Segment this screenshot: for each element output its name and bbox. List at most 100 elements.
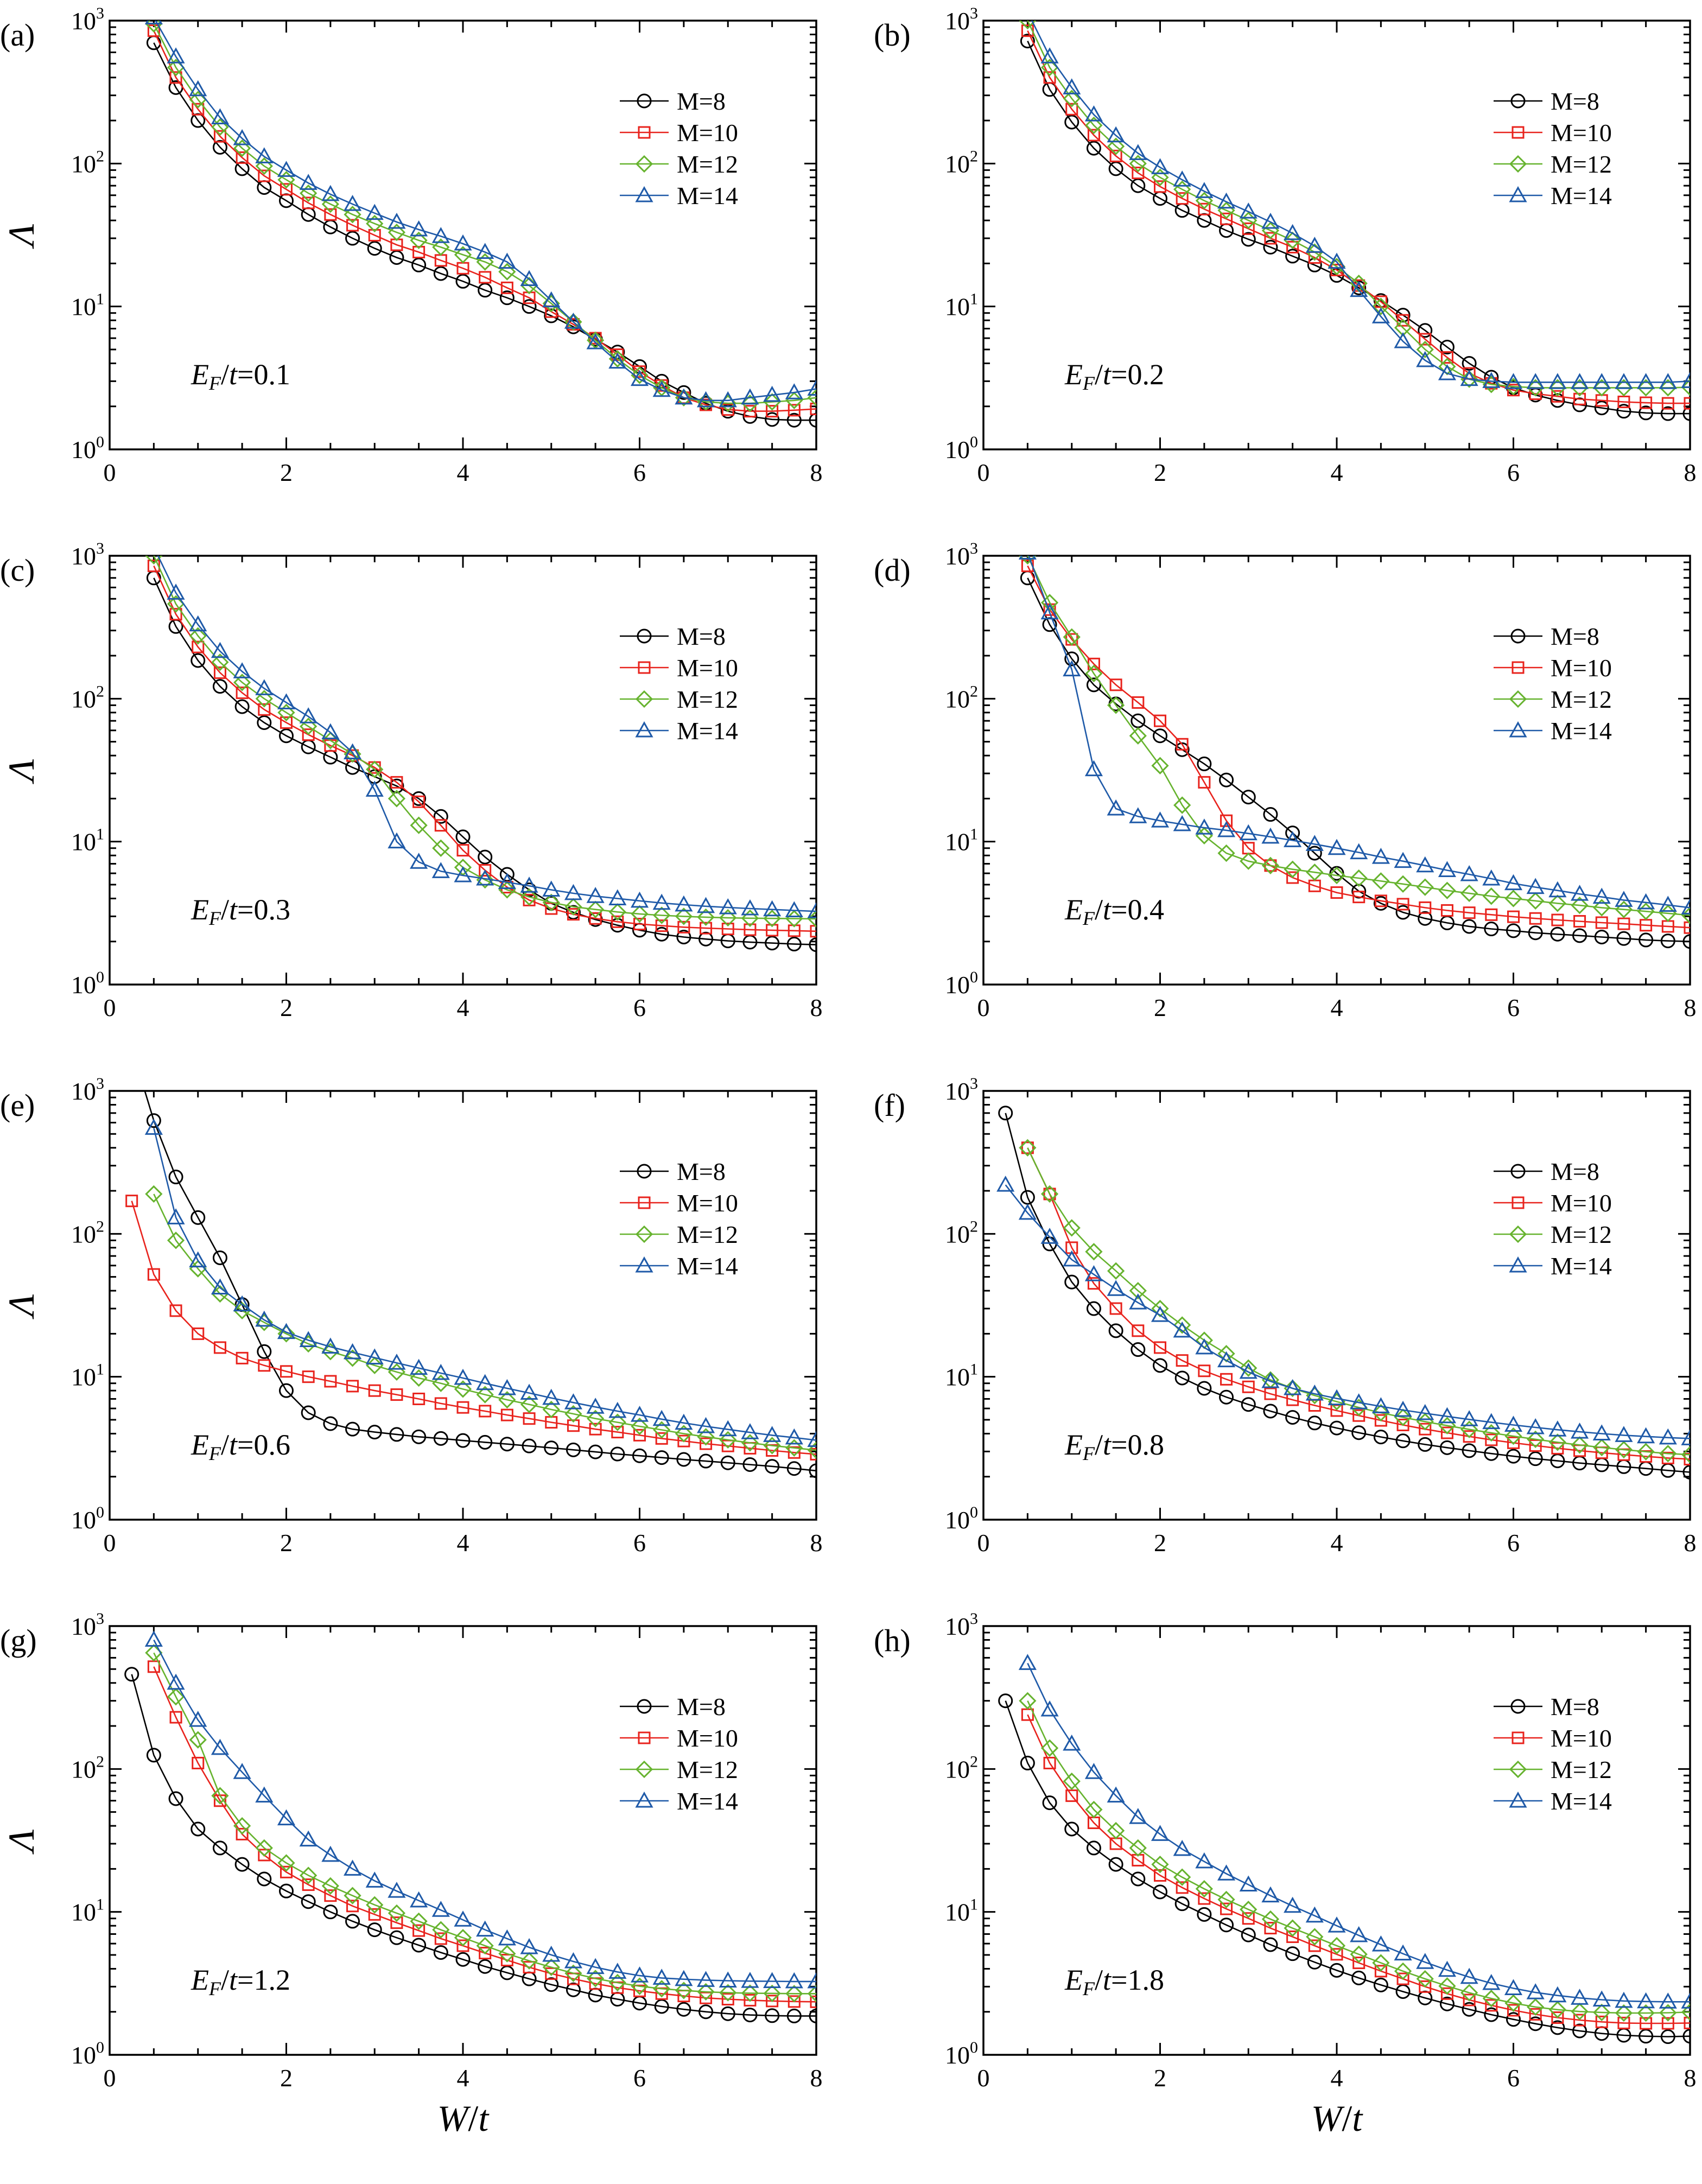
data-point — [766, 1995, 779, 2008]
legend-label: M=10 — [1551, 119, 1612, 147]
data-point — [1637, 1443, 1655, 1461]
data-point — [1416, 1970, 1434, 1988]
data-point — [1351, 1425, 1367, 1440]
y-tick-label: 101 — [945, 1896, 978, 1926]
data-point — [785, 1439, 803, 1457]
data-point — [1263, 239, 1278, 255]
data-point — [1040, 47, 1059, 64]
data-point — [1129, 727, 1147, 745]
series-line-M=10 — [1027, 566, 1690, 929]
data-point — [763, 1426, 782, 1442]
data-point — [324, 1375, 337, 1388]
x-tick-label: 2 — [280, 2064, 293, 2092]
data-point — [1108, 1323, 1123, 1338]
data-point — [1352, 1957, 1366, 1970]
data-point — [697, 1417, 715, 1433]
panel-a: 0 2 4 6 8 100 101 102 103 (a) Λ EF/t=0.1 M=8 M=10 M=12… — [0, 4, 823, 486]
data-point — [1551, 390, 1564, 403]
data-point — [1109, 149, 1122, 162]
data-point — [1572, 397, 1587, 412]
data-point — [302, 1370, 315, 1383]
data-point — [455, 274, 471, 289]
x-tick-label: 6 — [1507, 459, 1520, 486]
data-point — [431, 1363, 450, 1380]
legend-marker — [635, 1256, 653, 1273]
data-point — [1394, 1408, 1412, 1426]
data-point — [741, 1984, 759, 2002]
data-point — [1438, 1977, 1456, 1995]
annotation-label: EF/t=0.6 — [190, 1429, 290, 1464]
legend-marker — [635, 1225, 653, 1243]
data-point — [653, 906, 671, 924]
data-point — [1373, 1430, 1388, 1445]
legend-label: M=8 — [1551, 623, 1599, 650]
data-point — [1350, 1945, 1368, 1963]
data-point — [345, 1421, 360, 1437]
legend-marker — [635, 155, 653, 173]
data-point — [212, 1840, 227, 1856]
data-point — [1528, 925, 1543, 941]
legend-label: M=8 — [677, 87, 726, 115]
data-point — [236, 151, 249, 164]
x-tick-label: 2 — [1154, 459, 1166, 486]
x-tick-label: 0 — [977, 1529, 990, 1557]
data-point — [1681, 1429, 1690, 1445]
data-point — [410, 1891, 428, 1908]
legend-label: M=8 — [677, 623, 726, 650]
data-point — [633, 1984, 646, 1997]
y-tick-label: 101 — [945, 290, 978, 321]
y-axis-title: Λ — [1, 1829, 42, 1855]
data-point — [169, 1711, 182, 1724]
data-point — [1305, 237, 1324, 253]
data-point — [1173, 170, 1191, 187]
data-point — [1306, 864, 1324, 881]
data-point — [257, 715, 272, 730]
data-point — [167, 47, 185, 64]
data-point — [1659, 1445, 1677, 1463]
panel-e: 0 2 4 6 8 100 101 102 103 (e) Λ EF/t=0.6 M=8 M=10 M=12… — [0, 1075, 823, 1557]
data-point — [1550, 926, 1565, 942]
data-point — [277, 1809, 296, 1826]
data-point — [698, 1453, 714, 1469]
data-point — [1305, 835, 1324, 851]
data-point — [1131, 1871, 1146, 1887]
data-point — [1573, 392, 1586, 405]
data-point — [433, 809, 448, 824]
data-point — [586, 1398, 605, 1414]
data-point — [255, 1310, 274, 1327]
data-point — [1154, 1869, 1166, 1882]
data-point — [698, 931, 714, 947]
data-point — [1592, 887, 1611, 904]
data-point — [321, 1877, 339, 1895]
data-point — [742, 2008, 758, 2023]
data-point — [211, 653, 229, 671]
data-point — [630, 1406, 649, 1422]
data-point — [478, 1959, 493, 1974]
data-point — [675, 907, 693, 925]
x-tick-label: 6 — [1507, 1529, 1520, 1557]
data-point — [1086, 1840, 1101, 1856]
y-tick-label: 103 — [945, 1075, 978, 1105]
data-point — [1173, 180, 1191, 198]
data-point — [1416, 351, 1434, 367]
data-point — [807, 1441, 816, 1459]
data-point — [211, 108, 229, 124]
data-point — [1440, 1426, 1453, 1439]
data-point — [1107, 1821, 1125, 1840]
data-point — [632, 1448, 647, 1463]
plot-frame — [109, 555, 817, 986]
series-line-M=14 — [1028, 556, 1690, 909]
legend-label: M=14 — [1551, 1252, 1612, 1280]
data-point — [1640, 2017, 1653, 2030]
legend-marker — [635, 1760, 653, 1779]
data-point — [324, 208, 337, 221]
data-point — [1504, 1427, 1522, 1445]
data-point — [1306, 1928, 1324, 1946]
data-point — [719, 391, 737, 408]
legend-marker — [635, 1791, 653, 1808]
data-point — [1173, 1868, 1191, 1886]
data-point — [1506, 2012, 1521, 2027]
legend-label: M=14 — [677, 1252, 738, 1280]
data-point — [277, 171, 295, 189]
panel-c: 0 2 4 6 8 100 101 102 103 (c) Λ EF/t=0.3 M=8 M=10 M=12… — [0, 539, 823, 1021]
